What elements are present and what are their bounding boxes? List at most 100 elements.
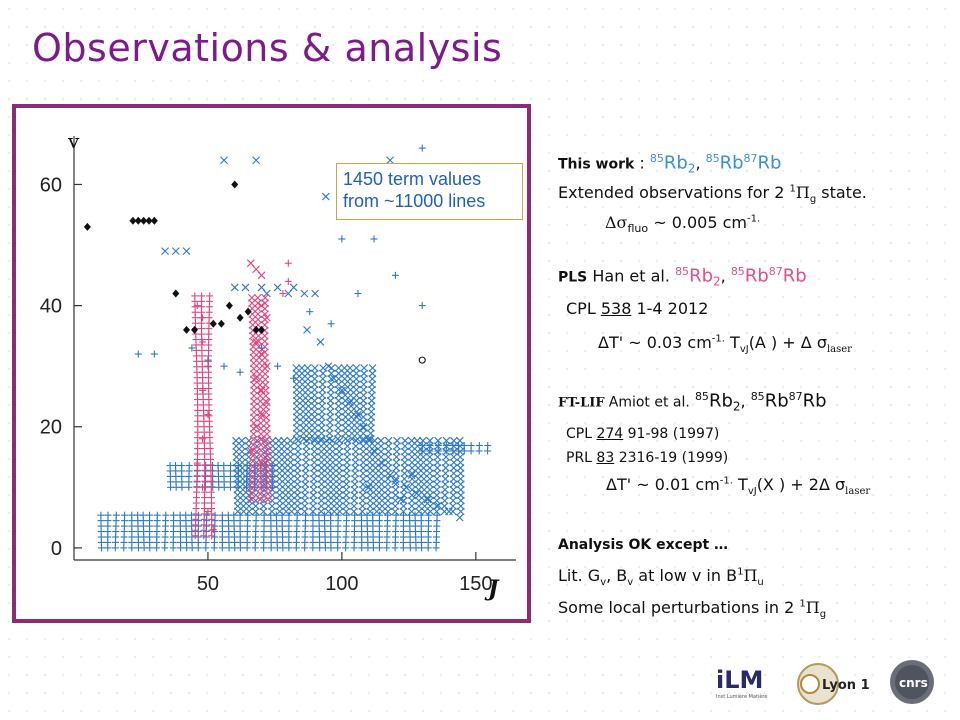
data-point	[199, 483, 207, 491]
data-point	[399, 511, 407, 519]
data-point	[419, 436, 427, 445]
data-point	[341, 434, 350, 443]
data-point	[241, 283, 250, 292]
data-point	[475, 442, 483, 450]
data-point	[202, 462, 210, 470]
data-point	[396, 495, 405, 504]
data-point	[376, 511, 384, 519]
data-point	[455, 513, 464, 522]
data-point	[252, 325, 260, 334]
data-point	[340, 364, 349, 372]
lyon1-logo-text: Lyon 1	[822, 678, 870, 693]
data-point	[484, 442, 492, 450]
data-point	[211, 511, 219, 519]
data-point	[104, 511, 112, 519]
data-point	[112, 511, 120, 519]
chart-bands	[97, 292, 492, 552]
data-point	[434, 436, 442, 445]
data-point	[257, 301, 266, 310]
data-point	[292, 413, 301, 421]
series-1	[386, 205, 426, 364]
data-point	[97, 511, 105, 519]
data-point	[386, 156, 394, 165]
chart-labels: 50 100 150 0 20 40 60 Jv	[40, 129, 500, 602]
data-point	[354, 289, 362, 297]
data-point	[359, 422, 368, 431]
ftlif-uncertainty-line: ΔT' ~ 0.01 cm-1. TvJ(X ) + 2Δ σlaser	[606, 475, 871, 498]
data-point	[467, 442, 475, 450]
data-point	[204, 508, 212, 516]
data-point	[209, 526, 217, 534]
data-point	[442, 442, 450, 450]
data-point	[292, 364, 301, 372]
data-point	[346, 364, 354, 372]
data-point	[206, 292, 214, 300]
data-point	[161, 247, 169, 255]
cnrs-logo-text: cnrs	[899, 676, 928, 690]
data-point	[257, 434, 266, 443]
series-3	[134, 144, 426, 382]
y-axis-label: v	[67, 129, 80, 153]
data-point	[243, 462, 251, 470]
this-work-line: This work : 85Rb2, 85Rb87Rb	[558, 152, 782, 176]
data-point	[418, 302, 426, 310]
series-0	[83, 180, 266, 334]
data-point	[262, 313, 271, 322]
ilm-logo-subtext: Inst Lumière Matière	[716, 693, 767, 700]
data-point	[134, 216, 142, 225]
data-point	[327, 511, 335, 519]
data-point	[338, 235, 346, 243]
data-point	[311, 289, 319, 298]
y-tick-label: 20	[40, 417, 62, 439]
series-4	[246, 259, 271, 467]
scatter-chart: 50 100 150 0 20 40 60 Jv	[40, 129, 516, 602]
logos-svg: iLM Inst Lumière Matière Lyon 1 cnrs	[716, 660, 934, 705]
data-point	[324, 362, 333, 371]
data-point	[252, 338, 261, 346]
data-point	[391, 477, 400, 486]
data-point	[278, 511, 286, 519]
ilm-logo: iLM Inst Lumière Matière	[716, 666, 767, 700]
data-point	[343, 511, 351, 519]
pls-ref-line: CPL 538 1-4 2012	[566, 299, 709, 318]
data-point	[274, 362, 282, 370]
callout-box: 1450 term values from ~11000 lines	[336, 163, 523, 220]
data-point	[327, 320, 335, 328]
ilm-logo-text: iLM	[716, 666, 763, 694]
data-point	[252, 374, 261, 383]
x-tick-label: 50	[197, 573, 219, 595]
data-point	[252, 156, 261, 165]
data-point	[418, 442, 426, 450]
cnrs-logo: cnrs	[890, 660, 934, 704]
data-point	[321, 192, 330, 201]
data-point	[247, 293, 256, 302]
data-point	[384, 436, 393, 445]
data-point	[359, 453, 368, 461]
data-point	[146, 511, 154, 519]
data-point	[150, 216, 158, 225]
data-band-5	[292, 364, 377, 443]
data-point	[434, 501, 443, 510]
data-point	[279, 289, 287, 297]
data-point	[140, 216, 148, 225]
y-tick-label: 60	[40, 174, 62, 196]
data-point	[335, 464, 344, 472]
data-point	[193, 459, 201, 467]
ftlif-ref2-line: PRL 83 2316-19 (1999)	[566, 450, 729, 466]
data-point	[235, 462, 243, 470]
data-point	[418, 356, 426, 364]
data-point	[460, 442, 468, 450]
data-point	[402, 483, 411, 492]
data-point	[359, 436, 368, 445]
x-tick-label: 100	[325, 573, 358, 595]
data-point	[286, 436, 295, 445]
callout-line-2: from ~11000 lines	[343, 191, 486, 211]
data-point	[183, 325, 191, 334]
data-point	[370, 235, 378, 243]
data-point	[230, 283, 239, 292]
ftlif-ref1-line: CPL 274 91-98 (1997)	[566, 426, 720, 442]
data-point	[407, 436, 416, 445]
data-point	[150, 350, 158, 358]
lyon1-logo: Lyon 1	[797, 663, 870, 705]
data-point	[172, 462, 180, 470]
